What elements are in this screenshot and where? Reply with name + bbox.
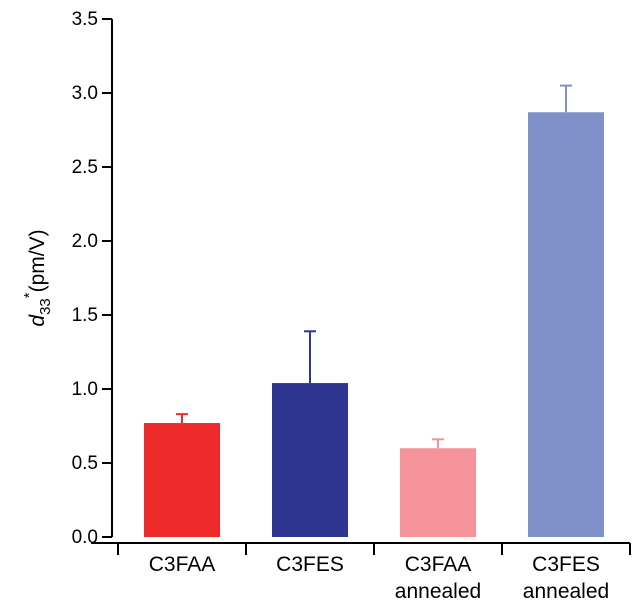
y-tick-label: 3.0 [72,83,98,104]
y-tick-label: 0.5 [72,453,98,474]
y-tick-label: 1.0 [72,379,98,400]
error-bars-group [176,84,572,449]
x-categories-group: C3FAA C3FES C3FAA annealed C3FES annealed [117,543,631,603]
x-category-label-line2: annealed [395,580,481,603]
y-axis-label: d33*(pm/V) [21,229,54,326]
y-axis-label-subscript: 33 [37,298,54,315]
bar [144,423,220,537]
bars-group [144,112,604,538]
y-axis-label-superscript: * [21,292,38,298]
bar [400,448,476,537]
x-category-label-line2: annealed [523,580,609,603]
bar [272,383,348,537]
x-category-label: C3FAA [149,553,216,576]
x-category-label: C3FES [276,553,344,576]
x-category-label: C3FAA [405,553,472,576]
y-tick-label: 0.0 [72,527,98,548]
y-tick-label: 2.0 [72,231,98,252]
x-category-label: C3FES [532,553,600,576]
y-ticks-group: 0.0 0.5 1.0 1.5 2.0 2.5 3.0 3.5 [72,9,112,548]
y-axis-label-unit: (pm/V) [26,229,49,292]
y-tick-label: 3.5 [72,9,98,30]
y-tick-label: 1.5 [72,305,98,326]
y-tick-label: 2.5 [72,157,98,178]
y-axis-label-symbol: d [26,314,49,327]
bar [528,112,604,538]
